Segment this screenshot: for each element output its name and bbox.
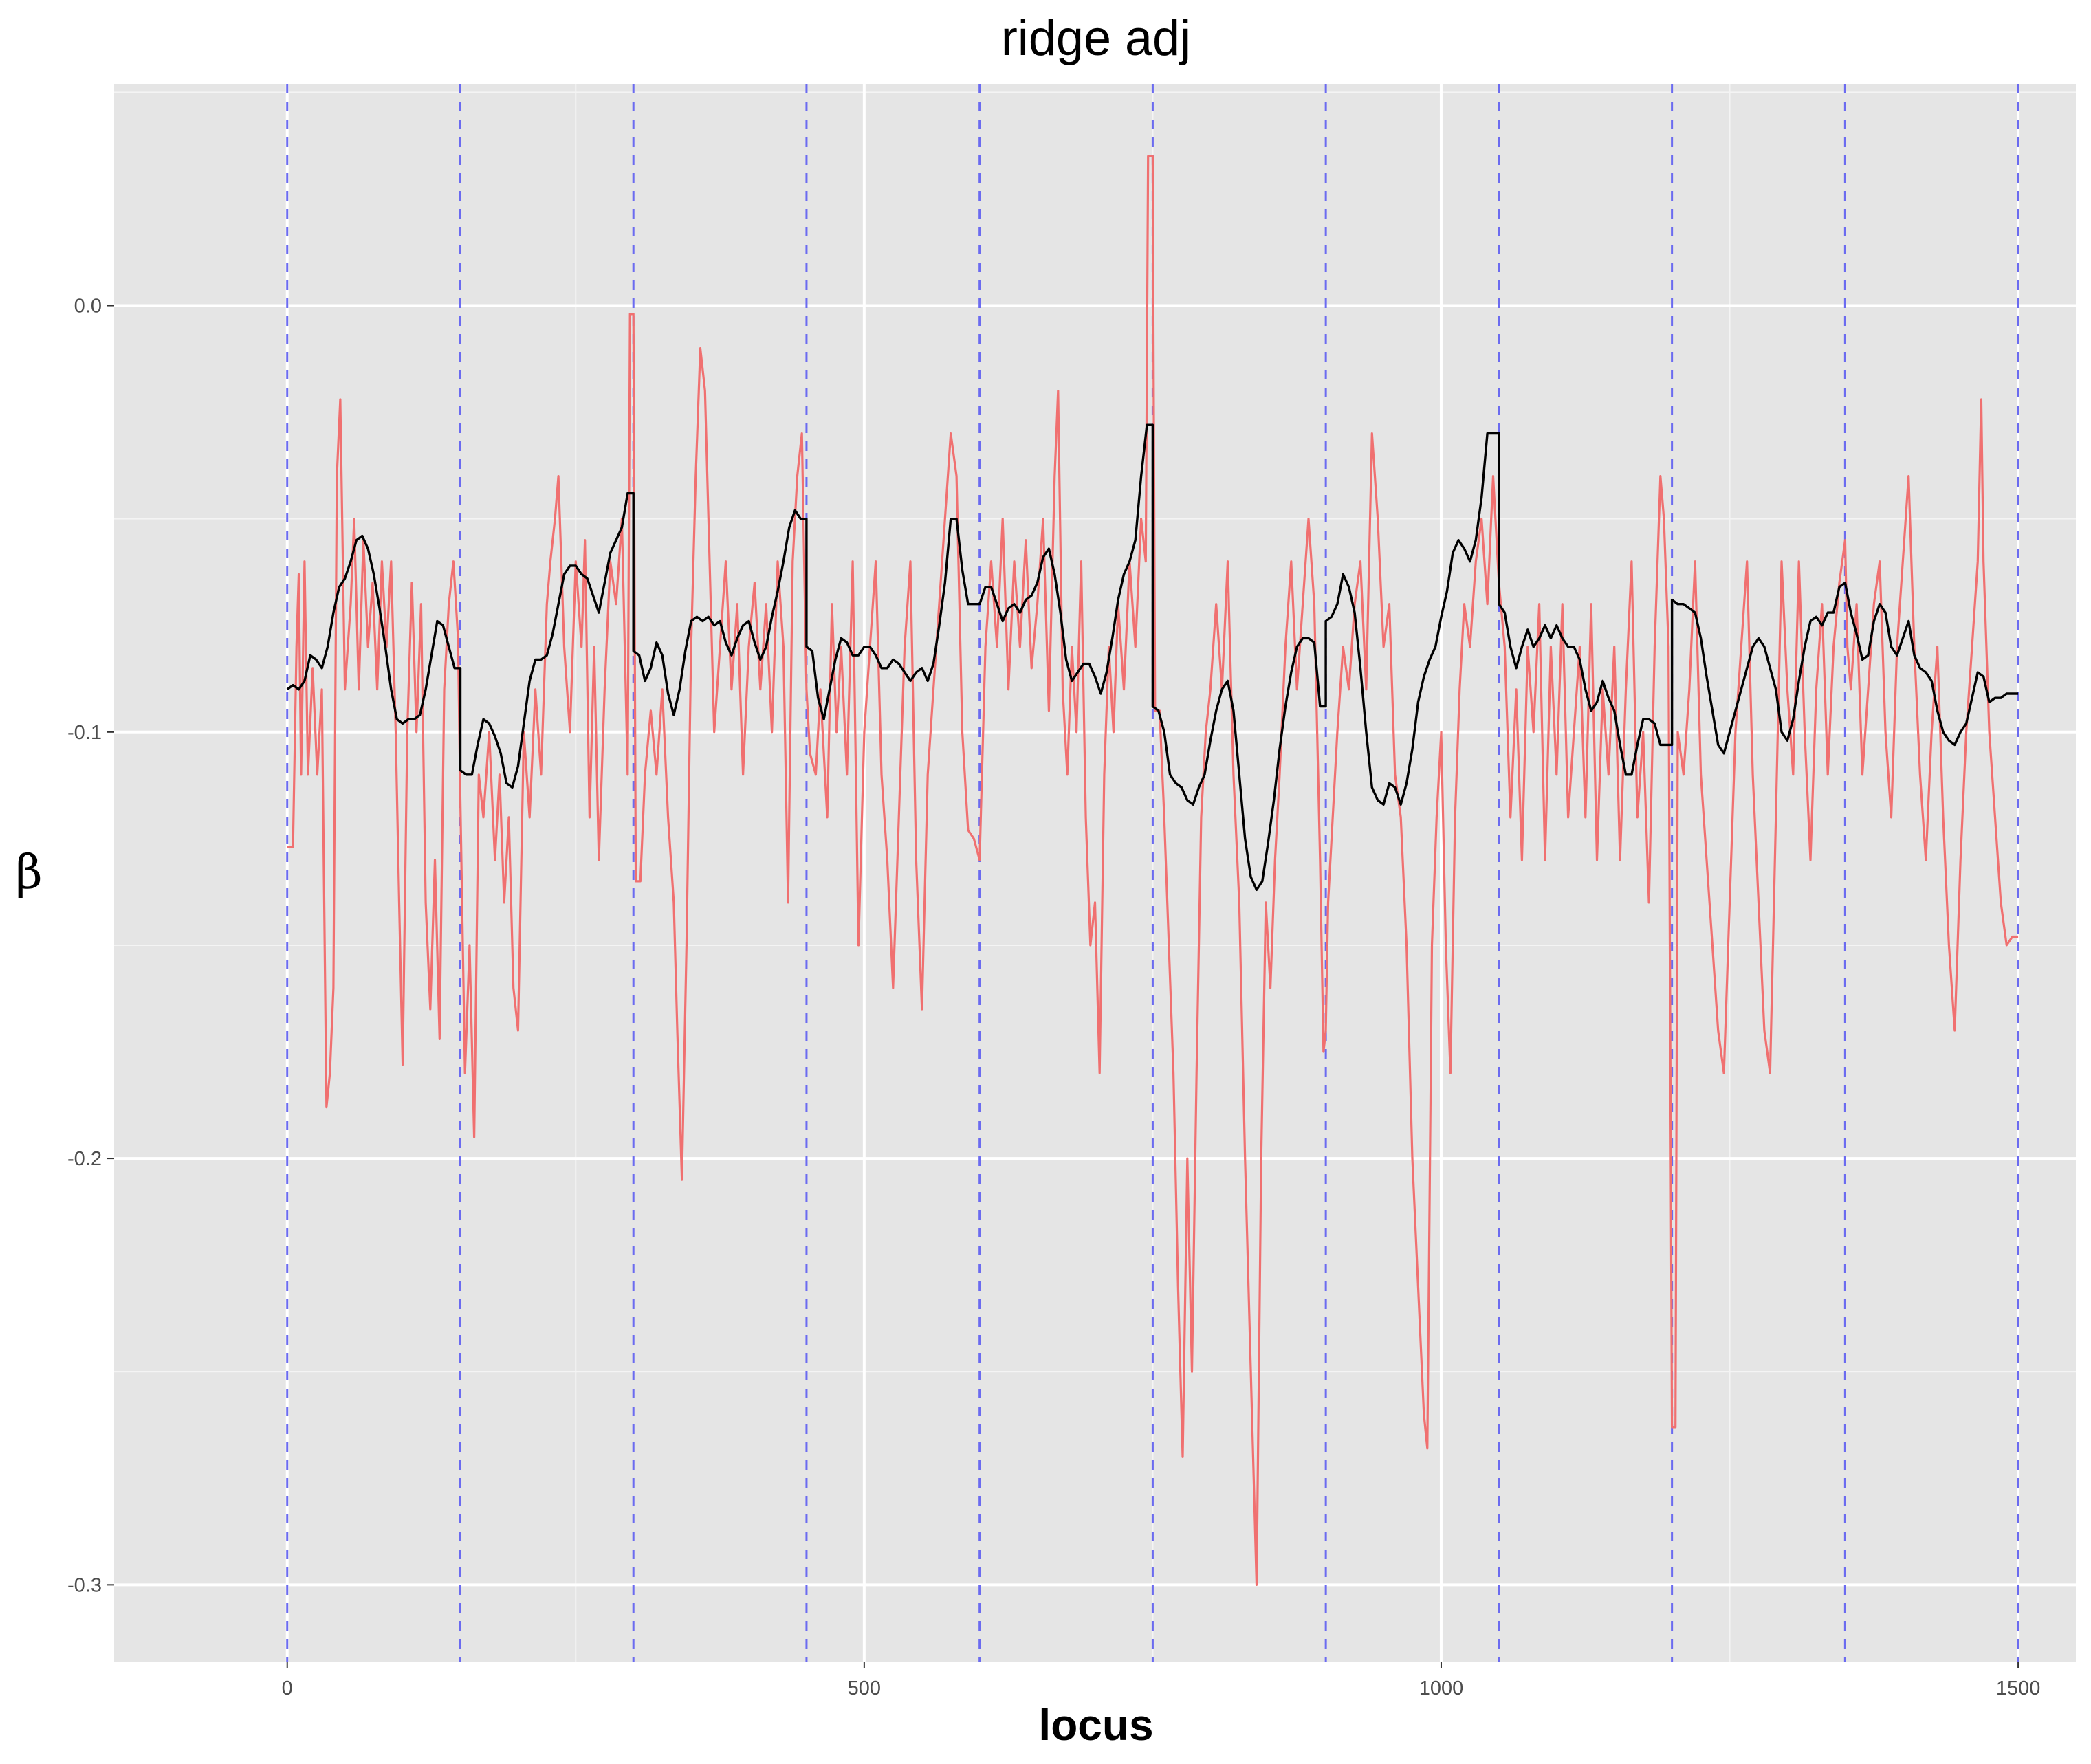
x-axis-label: locus: [1038, 1700, 1153, 1750]
x-tick-label: 1000: [1419, 1677, 1464, 1699]
y-axis: 0.0 -0.1 -0.2 -0.3: [67, 296, 114, 1596]
series-group: [286, 155, 2019, 1586]
x-tick-label: 500: [848, 1677, 881, 1699]
plot-panel: [114, 84, 2076, 1662]
x-axis: 0 500 1000 1500: [282, 1662, 2041, 1699]
y-tick-label: -0.2: [67, 1148, 102, 1170]
y-axis-label: β: [15, 846, 42, 900]
reference-lines: [286, 84, 2019, 1662]
series-line-2: [286, 423, 2019, 891]
y-tick-label: -0.3: [67, 1574, 102, 1596]
x-tick-label: 1500: [1996, 1677, 2041, 1699]
y-tick-label: 0.0: [74, 296, 102, 318]
series-line-1: [287, 155, 2019, 1586]
chart-title: ridge adj: [1001, 11, 1191, 66]
y-tick-label: -0.1: [67, 722, 102, 744]
x-tick-label: 0: [282, 1677, 293, 1699]
